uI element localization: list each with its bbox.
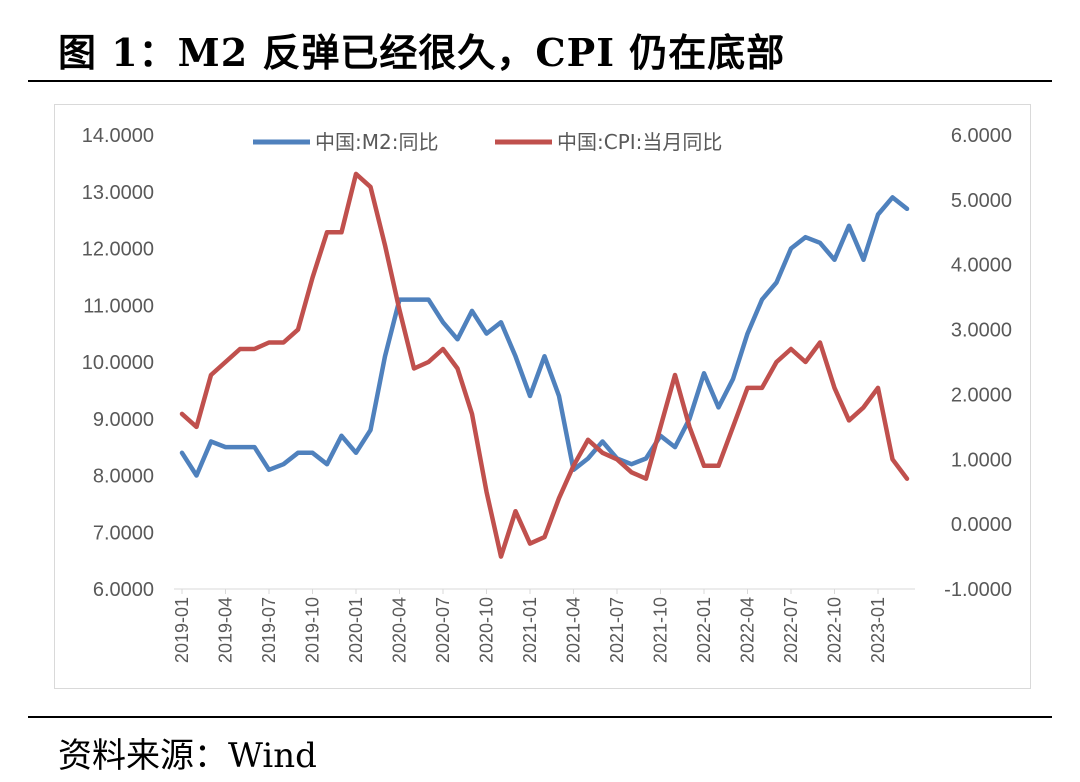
right-y-axis: -1.0000 0.0000 1.0000 2.0000 3.0000 4.0000 5.0… xyxy=(944,125,1012,601)
right-y-tick-label: 0.0000 xyxy=(951,514,1012,536)
x-tick-label: 2019-01 xyxy=(172,597,192,663)
source-divider xyxy=(28,716,1052,718)
right-y-tick-label: 6.0000 xyxy=(951,125,1012,147)
x-axis: 2019-01 2019-04 2019-07 2019-10 2020-01 2020-… xyxy=(172,588,915,663)
left-y-tick-label: 11.0000 xyxy=(83,295,154,317)
x-tick-label: 2022-07 xyxy=(781,597,801,663)
left-y-tick-label: 8.0000 xyxy=(93,466,154,488)
left-y-tick-label: 13.0000 xyxy=(82,182,154,204)
right-y-tick-label: 1.0000 xyxy=(951,449,1012,471)
x-tick-label: 2020-04 xyxy=(390,597,410,663)
right-y-tick-label: 4.0000 xyxy=(951,255,1012,277)
x-tick-label: 2019-04 xyxy=(216,597,236,663)
x-tick-label: 2023-01 xyxy=(868,597,888,663)
x-tick-label: 2021-10 xyxy=(651,597,671,663)
source-note: 资料来源：Wind xyxy=(58,736,317,776)
x-tick-label: 2022-04 xyxy=(738,597,758,663)
left-y-tick-label: 7.0000 xyxy=(93,522,154,544)
left-y-tick-label: 12.0000 xyxy=(82,239,154,261)
x-tick-label: 2021-01 xyxy=(520,597,540,663)
x-tick-label: 2020-10 xyxy=(477,597,497,663)
legend: 中国:M2:同比 中国:CPI:当月同比 xyxy=(253,130,722,154)
chart-frame xyxy=(54,104,1031,689)
plot-lines xyxy=(179,171,910,559)
x-tick-label: 2020-07 xyxy=(433,597,453,663)
legend-label-cpi: 中国:CPI:当月同比 xyxy=(557,130,722,154)
title-divider xyxy=(28,80,1052,82)
x-tick-label: 2022-10 xyxy=(825,597,845,663)
right-y-tick-label: 3.0000 xyxy=(951,320,1012,342)
left-y-tick-label: 9.0000 xyxy=(93,409,154,431)
figure-title: 图 1：M2 反弹已经很久，CPI 仍在底部 xyxy=(58,30,786,75)
series-line-m2 xyxy=(179,195,910,478)
left-y-tick-label: 14.0000 xyxy=(82,125,154,147)
left-y-tick-label: 6.0000 xyxy=(93,579,154,601)
legend-label-m2: 中国:M2:同比 xyxy=(315,130,438,154)
x-tick-label: 2021-07 xyxy=(607,597,627,663)
series-line-cpi xyxy=(179,171,910,559)
right-y-tick-label: -1.0000 xyxy=(944,579,1012,601)
x-tick-label: 2020-01 xyxy=(346,597,366,663)
left-y-tick-label: 10.0000 xyxy=(82,352,154,374)
x-tick-label: 2019-07 xyxy=(259,597,279,663)
right-y-tick-label: 2.0000 xyxy=(951,384,1012,406)
x-tick-label: 2019-10 xyxy=(303,597,323,663)
x-tick-label: 2022-01 xyxy=(694,597,714,663)
left-y-axis: 6.0000 7.0000 8.0000 9.0000 10.0000 11.0000 12… xyxy=(82,125,154,601)
x-tick-label: 2021-04 xyxy=(564,597,584,663)
right-y-tick-label: 5.0000 xyxy=(951,190,1012,212)
